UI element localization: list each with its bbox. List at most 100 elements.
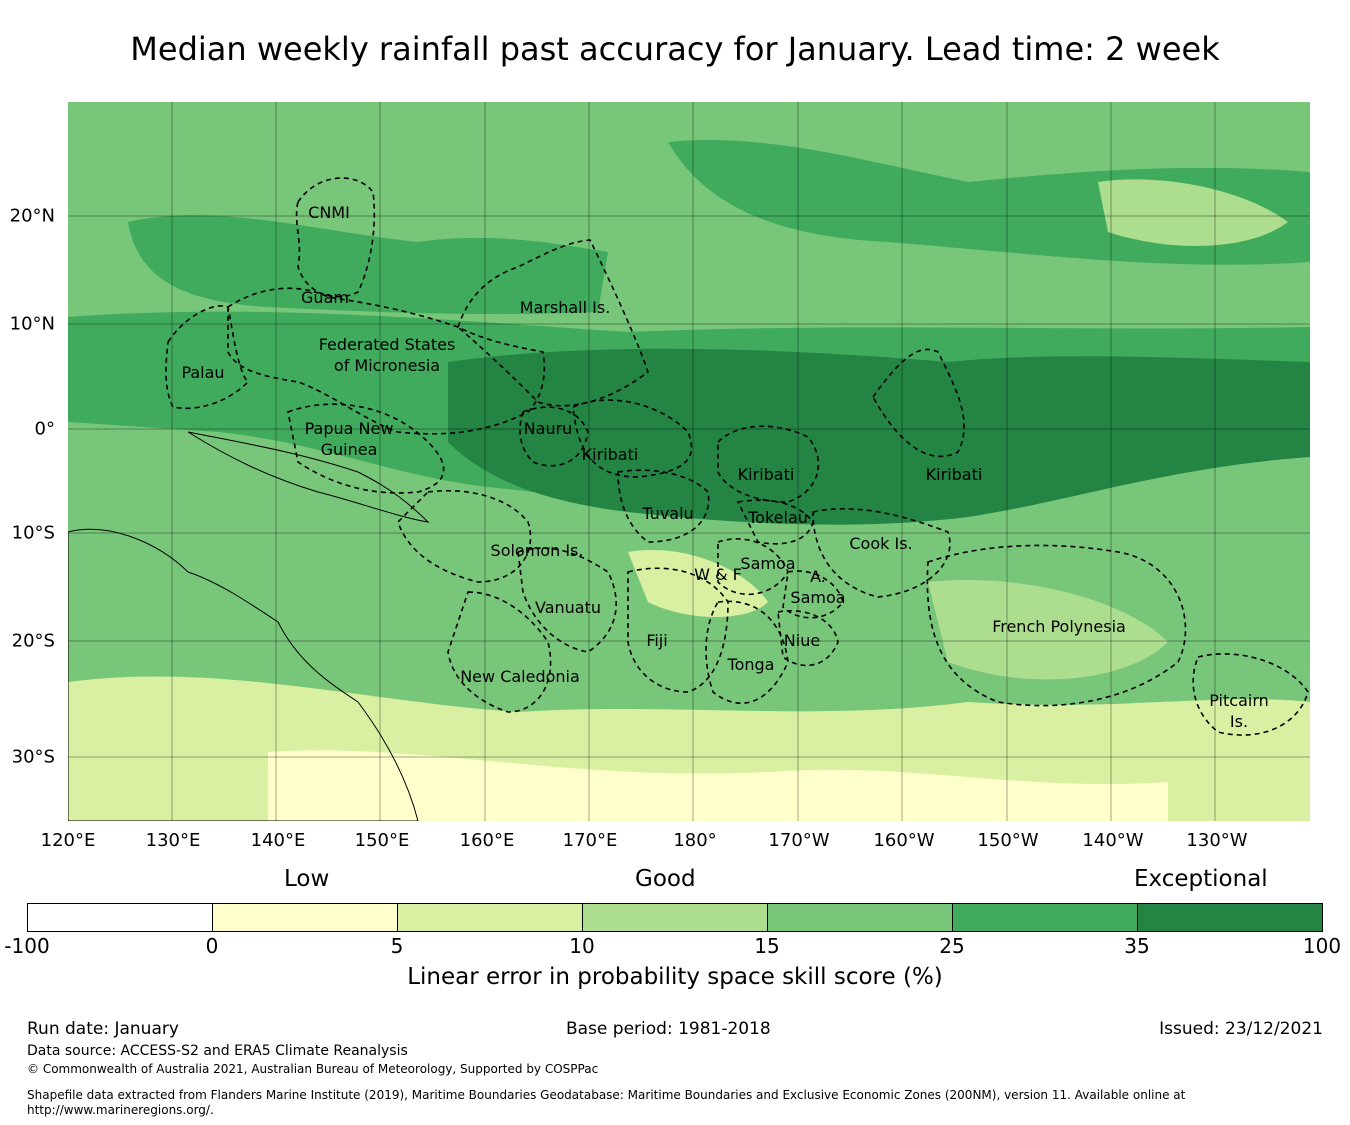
shapefile-note: Shapefile data extracted from Flanders M… — [27, 1088, 1186, 1117]
label-asamoa-2: Samoa — [790, 588, 845, 607]
lon-tick: 140°E — [250, 830, 306, 851]
shade-fiji-light — [628, 550, 768, 617]
eez-vanuatu — [517, 547, 617, 653]
legend-swatch — [28, 904, 213, 931]
region-labels: CNMI Guam Marshall Is. Federated States … — [181, 203, 1268, 731]
lon-tick: 130°W — [1186, 830, 1248, 851]
label-nauru: Nauru — [524, 419, 573, 438]
label-cook: Cook Is. — [849, 534, 912, 553]
lon-tick: 150°E — [354, 830, 410, 851]
eez-boundaries — [165, 177, 1309, 736]
lon-tick: 180° — [673, 830, 717, 851]
eez-png — [287, 403, 445, 494]
lat-tick: 10°S — [11, 522, 55, 544]
lat-tick: 20°N — [9, 205, 55, 227]
label-png-1: Papua New — [305, 419, 394, 438]
label-png-2: Guinea — [321, 440, 378, 459]
legend-swatch — [583, 904, 768, 931]
label-fsm-1: Federated States — [319, 335, 456, 354]
eez-niue — [777, 610, 839, 667]
lat-tick: 30°S — [11, 746, 55, 768]
lat-tick: 20°S — [11, 630, 55, 652]
legend-swatch — [213, 904, 398, 931]
label-solomon: Solomon Is. — [491, 541, 584, 560]
label-palau: Palau — [181, 363, 224, 382]
data-source: Data source: ACCESS-S2 and ERA5 Climate … — [27, 1043, 408, 1059]
map-title: Median weekly rainfall past accuracy for… — [130, 30, 1220, 68]
legend-tick: 15 — [754, 934, 780, 958]
label-fsm-2: of Micronesia — [334, 356, 440, 375]
label-newcal: New Caledonia — [460, 667, 580, 686]
png-coast — [187, 431, 430, 523]
eez-kiribati-c — [717, 425, 820, 503]
legend-swatch — [1138, 904, 1322, 931]
issued-date: Issued: 23/12/2021 — [1159, 1019, 1323, 1039]
label-wf: W & F — [694, 565, 742, 584]
lon-tick: 170°W — [768, 830, 830, 851]
legend-category-exceptional: Exceptional — [1134, 866, 1268, 892]
eez-kiribati-e — [872, 348, 965, 458]
legend-tick: 0 — [205, 934, 219, 958]
legend-tick: 100 — [1302, 934, 1342, 958]
label-cnmi: CNMI — [308, 203, 350, 222]
shade-north-pacific — [128, 215, 608, 315]
legend-swatch — [768, 904, 953, 931]
lon-tick: 170°E — [562, 830, 618, 851]
legend-label: Linear error in probability space skill … — [407, 964, 943, 990]
shade-band-dark — [448, 348, 1310, 525]
lon-tick: 150°W — [977, 830, 1039, 851]
lon-tick: 160°E — [459, 830, 515, 851]
eez-palau — [165, 305, 250, 410]
lat-tick: 0° — [34, 418, 55, 440]
label-kiribati-e: Kiribati — [926, 465, 983, 484]
skill-map: CNMI Guam Marshall Is. Federated States … — [68, 102, 1310, 821]
legend-tick: 25 — [939, 934, 965, 958]
eez-fiji — [627, 567, 729, 693]
label-pitcairn-1: Pitcairn — [1209, 691, 1269, 710]
graticule — [68, 102, 1310, 821]
label-fiji: Fiji — [646, 631, 667, 650]
eez-newcal — [447, 591, 552, 713]
legend-tick: 10 — [569, 934, 595, 958]
label-kiribati-c: Kiribati — [738, 465, 795, 484]
shade-south-lightest — [268, 750, 1168, 821]
run-date: Run date: January — [27, 1019, 179, 1039]
label-frenchpoly: French Polynesia — [992, 617, 1126, 636]
label-tuvalu: Tuvalu — [641, 504, 693, 523]
lon-tick: 160°W — [873, 830, 935, 851]
legend-category-low: Low — [284, 866, 330, 892]
legend-colorbar — [27, 903, 1323, 932]
legend-swatch — [953, 904, 1138, 931]
label-guam: Guam — [301, 288, 349, 307]
eez-solomon — [397, 489, 532, 583]
lon-tick: 130°E — [145, 830, 201, 851]
label-tonga: Tonga — [727, 655, 775, 674]
label-pitcairn-2: Is. — [1230, 712, 1248, 731]
eez-kiribati-w — [572, 399, 693, 478]
legend-swatch — [398, 904, 583, 931]
eez-tonga — [705, 600, 789, 704]
label-tokelau: Tokelau — [747, 508, 808, 527]
map-svg: CNMI Guam Marshall Is. Federated States … — [68, 102, 1310, 821]
legend-tick: 5 — [390, 934, 404, 958]
label-asamoa-1: A. — [810, 567, 826, 586]
shade-hawaii-light — [1098, 179, 1288, 246]
eez-cook — [812, 507, 951, 598]
lon-tick: 120°E — [40, 830, 96, 851]
label-vanuatu: Vanuatu — [535, 598, 601, 617]
copyright: © Commonwealth of Australia 2021, Austra… — [27, 1062, 599, 1076]
eez-frenchpoly — [926, 544, 1187, 707]
legend-tick: -100 — [4, 934, 50, 958]
lon-tick: 140°W — [1082, 830, 1144, 851]
eez-tuvalu — [617, 469, 710, 543]
eez-nauru — [519, 406, 589, 467]
shade-frenchpoly-light — [928, 580, 1168, 680]
label-marshall: Marshall Is. — [520, 298, 611, 317]
label-samoa: Samoa — [740, 554, 795, 573]
base-period: Base period: 1981-2018 — [566, 1019, 771, 1039]
label-kiribati-w: Kiribati — [582, 445, 639, 464]
eez-fsm — [227, 287, 546, 435]
lat-tick: 10°N — [9, 313, 55, 335]
legend-tick: 35 — [1124, 934, 1150, 958]
eez-pitcairn — [1192, 653, 1309, 736]
